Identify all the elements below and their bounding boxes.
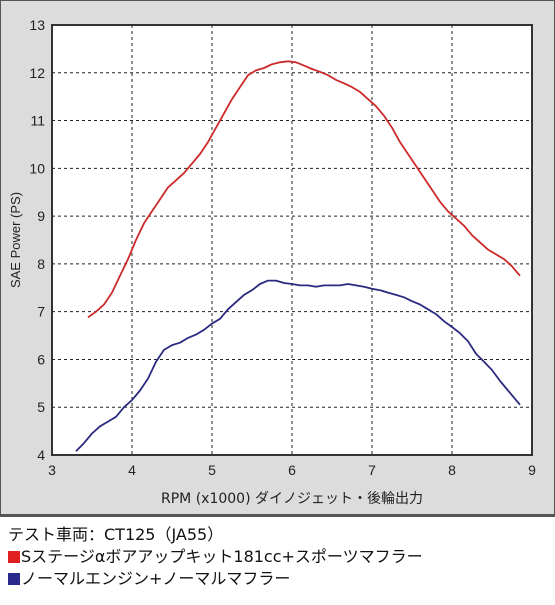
- legend-label-red: Sステージαボアアップキット181cc+スポーツマフラー: [21, 547, 423, 566]
- series-layer: [75, 60, 521, 452]
- y-tick-label: 4: [37, 447, 45, 463]
- series-line-blue: [75, 279, 521, 452]
- y-tick-label: 13: [29, 17, 45, 33]
- x-tick-label: 6: [288, 462, 296, 478]
- legend-swatch-blue: [8, 573, 20, 585]
- y-tick-label: 6: [37, 351, 45, 367]
- y-tick-label: 9: [37, 208, 45, 224]
- legend-item-blue: ノーマルエンジン+ノーマルマフラー: [8, 568, 555, 590]
- x-tick-label: 9: [528, 462, 536, 478]
- series-line-red: [87, 60, 521, 319]
- y-axis-label: SAE Power (PS): [8, 192, 23, 288]
- x-tick-label: 4: [128, 462, 136, 478]
- y-tick-label: 10: [29, 160, 45, 176]
- test-info-box: テスト車両：CT125（JA55） Sステージαボアアップキット181cc+スポ…: [0, 514, 555, 605]
- grid: [52, 25, 532, 455]
- x-axis-label: RPM (x1000) ダイノジェット・後輪出力: [161, 490, 423, 507]
- legend-item-red: Sステージαボアアップキット181cc+スポーツマフラー: [8, 546, 555, 568]
- x-tick-label: 5: [208, 462, 216, 478]
- legend-swatch-red: [8, 551, 20, 563]
- y-tick-label: 7: [37, 304, 45, 320]
- y-tick-label: 12: [29, 65, 45, 81]
- y-tick-label: 8: [37, 256, 45, 272]
- legend-label-blue: ノーマルエンジン+ノーマルマフラー: [21, 569, 291, 588]
- x-tick-label: 7: [368, 462, 376, 478]
- x-tick-label: 8: [448, 462, 456, 478]
- x-tick-label: 3: [48, 462, 56, 478]
- y-tick-label: 5: [37, 399, 45, 415]
- y-tick-label: 11: [30, 113, 45, 129]
- plot-area: [51, 24, 533, 456]
- test-vehicle-text: テスト車両：CT125（JA55）: [8, 525, 224, 544]
